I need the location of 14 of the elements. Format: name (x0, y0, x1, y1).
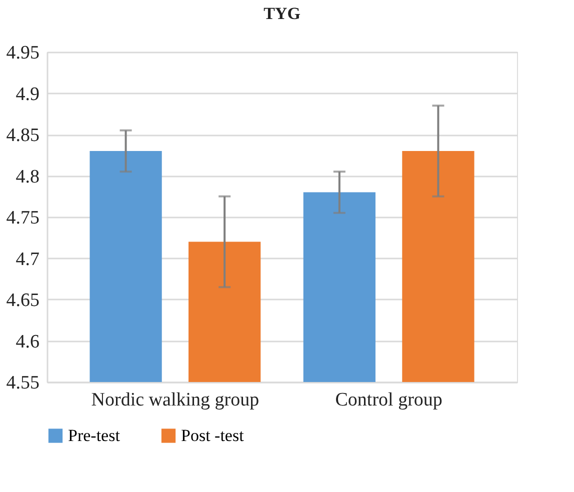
y-tick-label: 4.65 (6, 290, 40, 311)
x-tick-label: Control group (335, 390, 442, 410)
legend-label: Pre-test (68, 426, 120, 445)
x-tick-label: Nordic walking group (91, 390, 260, 410)
y-tick-label: 4.6 (16, 331, 40, 352)
y-tick-label: 4.8 (16, 166, 40, 188)
y-tick-label: 4.75 (6, 208, 40, 228)
legend-label: Post -test (181, 426, 244, 445)
y-tick-label: 4.95 (6, 42, 40, 64)
y-tick-label: 4.9 (16, 84, 40, 105)
y-tick-label: 4.7 (16, 248, 40, 270)
y-tick-label: 4.85 (6, 125, 40, 146)
y-tick-label: 4.55 (6, 372, 40, 394)
chart-title: TYG (264, 4, 300, 23)
